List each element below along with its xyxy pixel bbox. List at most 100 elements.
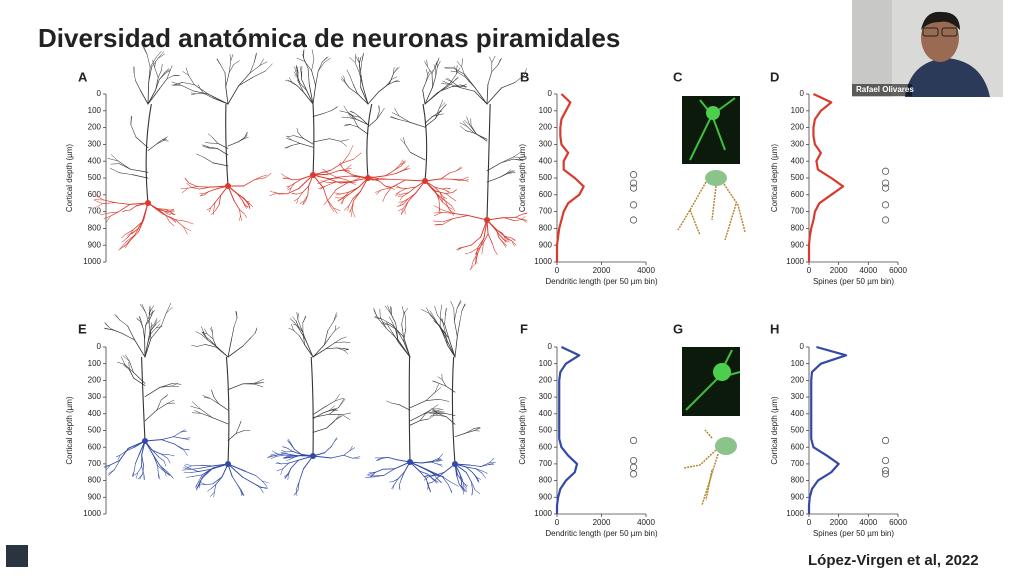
dendrite [233, 317, 238, 328]
dendrite [280, 462, 290, 465]
dendrite [462, 479, 465, 486]
dendrite [147, 87, 161, 105]
dendrite [228, 64, 234, 73]
dendrite [168, 454, 175, 457]
mean-profile [555, 93, 585, 262]
dendrite [294, 454, 303, 458]
dendrite [395, 169, 405, 174]
dendrite [293, 448, 302, 455]
dendrite [367, 475, 375, 478]
dendrite [466, 116, 471, 126]
panel-label: C [673, 69, 683, 84]
soma [452, 461, 458, 467]
dendrite [169, 221, 175, 227]
dendrite [327, 172, 337, 178]
reconstruction [683, 429, 719, 506]
dendrite [456, 299, 462, 309]
dendrite [344, 170, 354, 176]
dendrite [307, 68, 310, 85]
dendrite [343, 75, 346, 82]
x-axis-label: Dendritic length (per 50 µm bin) [545, 277, 658, 286]
dendrite [423, 408, 433, 415]
dendrite [461, 480, 463, 486]
dendrite [296, 198, 299, 204]
y-tick-label: 100 [88, 359, 102, 368]
apical-trunk [486, 103, 491, 221]
dendrite [218, 403, 229, 411]
dendrite [335, 181, 350, 190]
y-tick-label: 300 [88, 392, 102, 401]
dendrite [224, 72, 227, 88]
dendrite [483, 219, 488, 239]
apical-trunk [225, 356, 230, 465]
dendrite [438, 453, 444, 459]
dendrite [203, 397, 211, 399]
dendrite [334, 394, 340, 402]
dendrite [461, 66, 466, 78]
y-tick-label: 100 [791, 359, 805, 368]
dendrite [202, 395, 211, 399]
dendrite [334, 397, 344, 402]
dendrite [426, 74, 430, 82]
dendrite [383, 468, 396, 476]
dendrite [297, 312, 299, 320]
dendrite [151, 449, 162, 455]
dendrite [121, 234, 126, 239]
dendrite [398, 404, 411, 411]
dendrite [294, 74, 298, 79]
dendrite [137, 465, 142, 474]
dendrite [213, 396, 219, 404]
dendrite [238, 76, 255, 87]
dendrite [205, 483, 214, 486]
dendrite [209, 398, 219, 404]
dendrite [338, 398, 345, 408]
dendrite [434, 408, 444, 412]
dendrite [454, 336, 458, 358]
dendrite [105, 464, 112, 471]
dendrite [392, 332, 399, 343]
dendrite [385, 169, 396, 177]
dendrite [441, 318, 444, 326]
dendrite [460, 83, 467, 87]
dendrite [202, 331, 206, 337]
dendrite [341, 412, 352, 415]
dendrite [437, 459, 443, 462]
dendrite [433, 212, 443, 214]
dendrite [294, 178, 302, 184]
dendrite [439, 325, 446, 334]
dendrite [150, 310, 153, 319]
soma-depth-marker [881, 466, 890, 475]
dendrite [324, 335, 331, 346]
dendrite [351, 200, 354, 211]
dendrite [248, 202, 251, 209]
dendrite [503, 217, 515, 222]
y-axis-label: Cortical depth (µm) [770, 396, 779, 465]
y-axis-label: Cortical depth (µm) [518, 144, 527, 213]
dendrite [270, 455, 278, 459]
dendrite [249, 62, 255, 74]
dendrite [199, 194, 205, 197]
dendrite [370, 472, 376, 478]
dendrite [201, 331, 208, 335]
dendrite [289, 456, 296, 460]
dendrite [419, 412, 427, 421]
dendrite [165, 214, 173, 220]
dendrite [173, 436, 184, 439]
dendrite [169, 65, 173, 72]
dendrite [250, 332, 256, 339]
dendrite [167, 213, 171, 216]
dendrite [347, 205, 350, 211]
dendrite [476, 477, 481, 480]
dendrite [199, 475, 205, 482]
dendrite [340, 139, 349, 142]
dendrite [451, 197, 457, 202]
x-tick-label: 4000 [859, 266, 877, 275]
corner-icon [6, 545, 28, 567]
dendrite [442, 80, 451, 85]
dendrite [367, 118, 378, 128]
dendrite [287, 185, 291, 189]
soma-depth-marker [881, 201, 890, 209]
dendrite [104, 323, 112, 329]
dendrite [323, 110, 333, 114]
y-tick-label: 700 [88, 459, 102, 468]
